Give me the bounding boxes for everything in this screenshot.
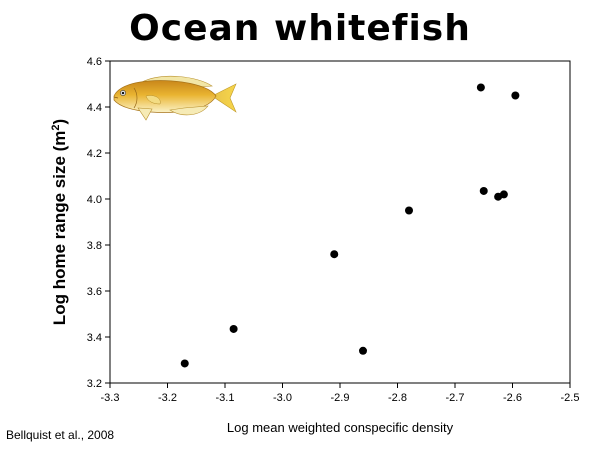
data-point — [229, 324, 238, 333]
y-tick-label: 3.4 — [87, 332, 102, 344]
x-tick-label: -3.0 — [273, 392, 292, 404]
x-tick-label: -3.3 — [101, 392, 120, 404]
y-tick-label: 3.2 — [87, 378, 102, 390]
page-title: Ocean whitefish — [129, 8, 471, 49]
x-tick-label: -2.5 — [561, 392, 580, 404]
x-tick-label: -3.1 — [216, 392, 235, 404]
y-axis: 3.2 3.4 3.6 3.8 4.0 4.2 4.4 4.6 — [87, 56, 110, 390]
y-axis-label: Log home range size (m2) — [50, 119, 69, 325]
data-point — [359, 346, 367, 355]
citation: Bellquist et al., 2008 — [6, 428, 115, 442]
x-tick-label: -3.2 — [158, 392, 177, 404]
data-points — [180, 83, 520, 368]
data-point — [330, 250, 339, 259]
y-axis-label-close: ) — [50, 119, 69, 125]
y-axis-label-main: Log home range size (m — [50, 131, 69, 326]
x-tick-label: -2.9 — [331, 392, 350, 404]
y-tick-label: 4.4 — [87, 102, 102, 114]
x-tick-label: -2.8 — [388, 392, 407, 404]
ocean-whitefish-illustration — [113, 75, 237, 121]
data-point — [499, 190, 508, 199]
x-axis-label: Log mean weighted conspecific density — [227, 420, 454, 435]
data-point — [511, 91, 520, 100]
y-tick-label: 3.6 — [87, 286, 102, 298]
x-axis: -3.3 -3.2 -3.1 -3.0 -2.9 -2.8 -2.7 -2.6 -2.5 — [101, 383, 580, 404]
data-point — [476, 83, 485, 92]
y-tick-label: 3.8 — [87, 240, 102, 252]
y-tick-label: 4.2 — [87, 148, 102, 160]
x-tick-label: -2.7 — [446, 392, 465, 404]
data-point — [479, 186, 488, 195]
data-point — [180, 359, 189, 368]
x-tick-label: -2.6 — [503, 392, 522, 404]
y-axis-label-superscript: 2 — [50, 124, 62, 130]
data-point — [405, 206, 413, 215]
y-tick-label: 4.6 — [87, 56, 102, 68]
y-tick-label: 4.0 — [87, 194, 102, 206]
